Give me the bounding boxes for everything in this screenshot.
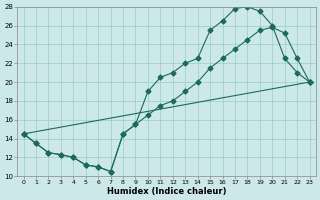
X-axis label: Humidex (Indice chaleur): Humidex (Indice chaleur) [107,187,226,196]
